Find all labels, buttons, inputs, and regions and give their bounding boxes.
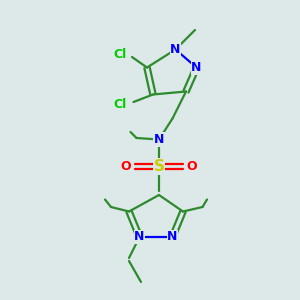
Text: Cl: Cl — [113, 47, 127, 61]
Text: N: N — [191, 61, 202, 74]
Text: O: O — [121, 160, 131, 173]
Text: N: N — [167, 230, 178, 244]
Text: Cl: Cl — [113, 98, 127, 112]
Text: N: N — [170, 43, 181, 56]
Text: O: O — [187, 160, 197, 173]
Text: N: N — [134, 230, 145, 244]
Text: S: S — [154, 159, 164, 174]
Text: N: N — [154, 133, 164, 146]
